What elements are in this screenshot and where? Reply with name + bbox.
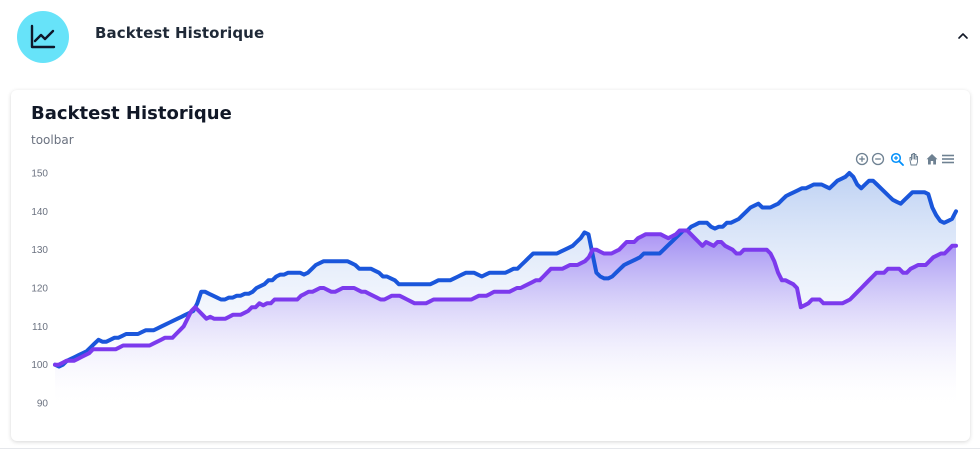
zoom-in-button[interactable] (855, 151, 869, 166)
y-tick-label: 110 (32, 322, 48, 333)
y-tick-label: 100 (31, 360, 48, 371)
divider (0, 448, 980, 449)
series-1-line[interactable] (53, 171, 958, 369)
pan-button[interactable] (907, 151, 921, 166)
y-axis: 150 140 130 120 110 100 90 (31, 169, 48, 410)
zoom-out-icon (871, 152, 885, 166)
menu-button[interactable] (941, 151, 955, 165)
y-tick-label: 120 (31, 284, 48, 295)
selection-zoom-icon (890, 152, 904, 166)
zoom-out-button[interactable] (871, 151, 885, 166)
chart-toolbar (855, 151, 959, 167)
zoom-in-icon (855, 152, 869, 166)
collapse-button[interactable] (956, 28, 970, 42)
y-tick-label: 90 (37, 399, 49, 410)
backtest-chart[interactable]: 150 140 130 120 110 100 90 (11, 90, 970, 441)
y-tick-label: 150 (31, 169, 48, 180)
y-tick-label: 140 (31, 207, 48, 218)
menu-icon (942, 154, 954, 164)
pan-icon (909, 153, 918, 166)
reset-home-button[interactable] (925, 151, 939, 165)
section-title: Backtest Historique (95, 24, 265, 42)
series-2-line[interactable] (53, 228, 958, 367)
line-chart-icon (30, 24, 56, 49)
chart-lines (53, 171, 958, 369)
card-title: Backtest Historique (31, 103, 232, 124)
section-icon-circle (17, 11, 69, 63)
series-2-area (55, 230, 956, 403)
card-subtitle: toolbar (31, 133, 74, 147)
chevron-up-icon (958, 33, 968, 39)
reset-home-icon (926, 154, 938, 165)
y-tick-label: 130 (31, 245, 48, 256)
chart-areas (55, 173, 956, 403)
chart-card: Backtest Historique toolbar (11, 90, 970, 441)
section-header[interactable]: Backtest Historique (0, 0, 980, 72)
selection-zoom-button[interactable] (890, 151, 904, 166)
